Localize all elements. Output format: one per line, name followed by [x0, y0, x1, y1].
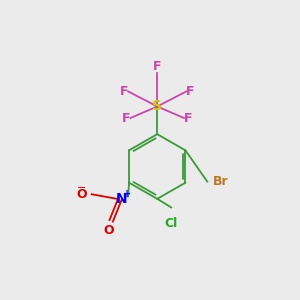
Text: F: F	[120, 85, 128, 98]
Text: Br: Br	[213, 175, 229, 188]
Text: S: S	[152, 100, 162, 113]
Text: −: −	[77, 184, 86, 194]
Text: N: N	[116, 192, 127, 206]
Text: O: O	[77, 188, 88, 201]
Text: +: +	[123, 189, 131, 199]
Text: F: F	[184, 112, 193, 124]
Text: O: O	[103, 224, 114, 237]
Text: F: F	[186, 85, 195, 98]
Text: Cl: Cl	[165, 217, 178, 230]
Text: F: F	[153, 60, 161, 73]
Text: F: F	[122, 112, 130, 124]
